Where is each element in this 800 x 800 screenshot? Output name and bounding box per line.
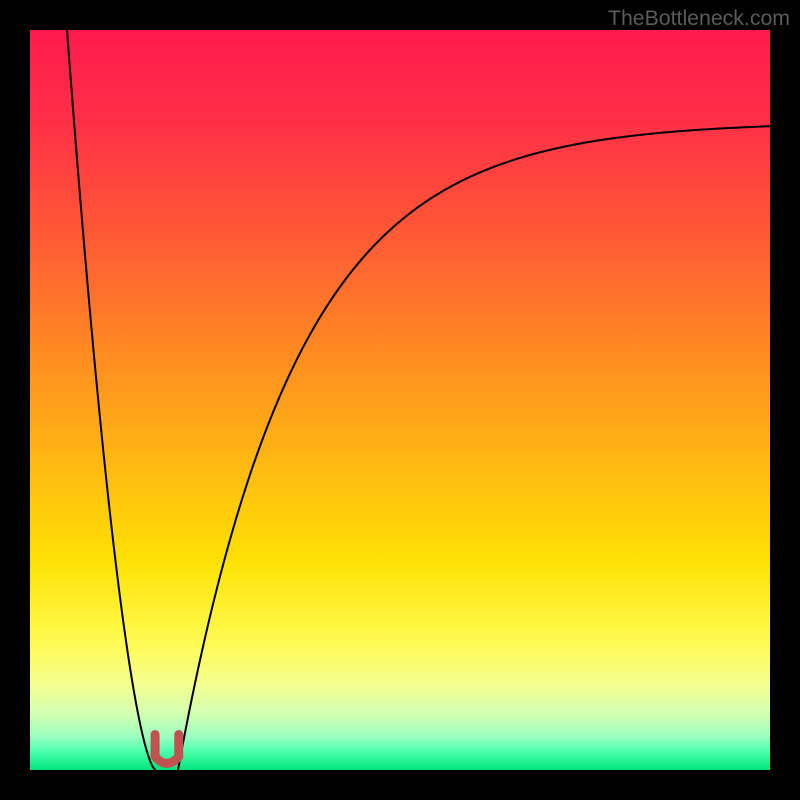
dip-marker — [155, 734, 179, 763]
chart-frame — [30, 30, 770, 770]
stage-root: TheBottleneck.com — [0, 0, 800, 800]
curve-right-branch — [178, 126, 770, 770]
curve-left-branch — [67, 30, 156, 770]
bottleneck-curve — [30, 30, 770, 770]
watermark-text: TheBottleneck.com — [608, 6, 790, 31]
plot-area — [30, 30, 770, 770]
